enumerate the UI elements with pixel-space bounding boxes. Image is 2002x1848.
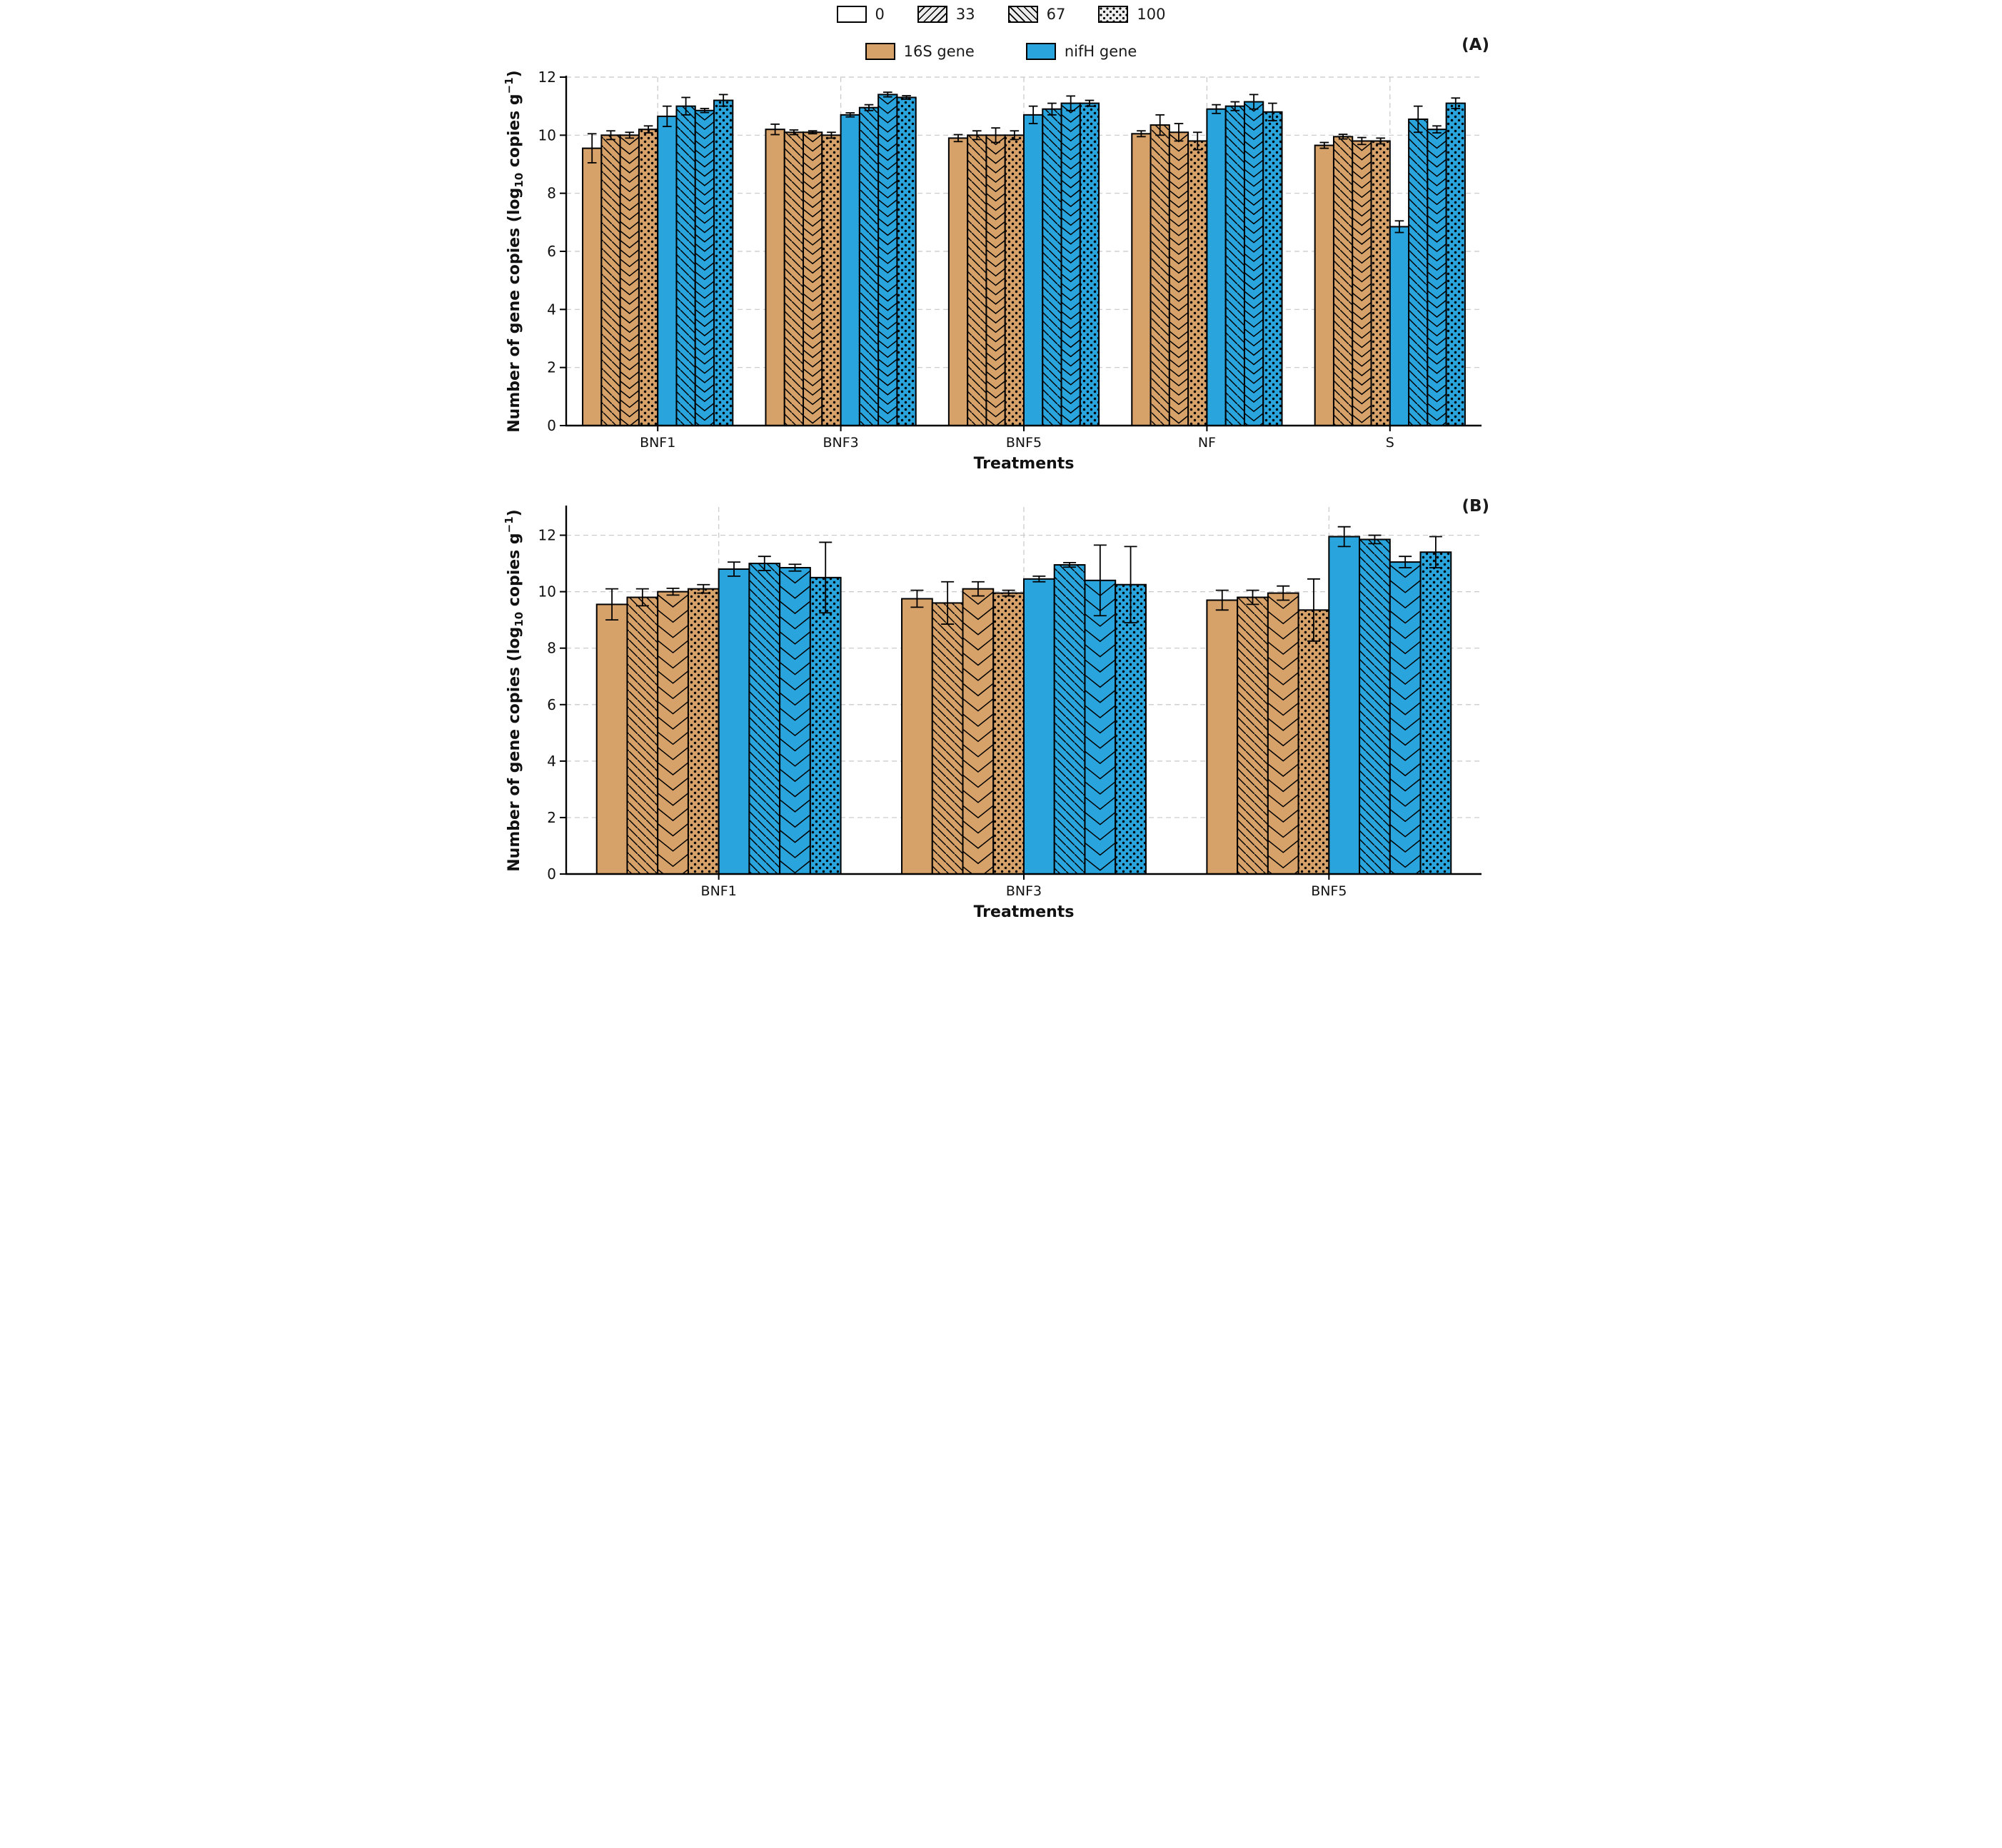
hatch-legend-item-0: 0: [836, 6, 885, 23]
bar: [1389, 226, 1409, 426]
y-tick-label: 6: [547, 696, 556, 713]
bar: [1132, 134, 1151, 426]
error-bars: [587, 91, 1461, 233]
x-tick-label: S: [1386, 435, 1394, 451]
series-legend-label: 16S gene: [903, 43, 975, 60]
y-tick-label: 12: [538, 69, 556, 86]
y-tick-label: 2: [547, 809, 556, 826]
y-tick-label: 0: [547, 865, 556, 883]
bar: [1207, 600, 1238, 874]
hatch-legend-item-67: 67: [1007, 6, 1066, 23]
bars: [582, 94, 1466, 427]
hatch-legend: 0 33 67 100: [500, 6, 1502, 23]
series-legend: 16S gene nifH gene: [500, 43, 1502, 60]
hatch-legend-item-33: 33: [917, 6, 975, 23]
y-tick-label: 10: [538, 126, 556, 144]
bar: [1024, 114, 1043, 426]
bar: [962, 588, 994, 874]
bar: [1267, 593, 1299, 874]
x-axis-title: Treatments: [974, 903, 1075, 921]
y-tick-label: 10: [538, 583, 556, 601]
bar: [948, 138, 968, 426]
series-legend-item-16s: 16S gene: [865, 43, 975, 60]
hatch-legend-label: 0: [875, 6, 885, 23]
hatch-legend-label: 67: [1046, 6, 1066, 23]
y-tick-label: 4: [547, 301, 556, 318]
bar: [1244, 101, 1264, 426]
x-axis-title: Treatments: [974, 455, 1075, 473]
y-axis-title: Number of gene copies (log10 copies g−1): [503, 70, 525, 433]
y-tick-label: 8: [547, 185, 556, 202]
bar: [1024, 578, 1055, 874]
axes: 0 2 4 6 8 10 12 BNF1 BNF3 BNF5 Treatments Number of…: [503, 506, 1482, 921]
bar: [1314, 145, 1334, 426]
figure: 0 33 67 100 16S gene nifH gene (A) (B) 0…: [500, 0, 1502, 924]
x-tick-label: BNF1: [701, 883, 737, 899]
hatch-swatch-67-icon: [1007, 6, 1038, 23]
bar: [1389, 562, 1421, 874]
y-tick-label: 6: [547, 243, 556, 260]
bar: [1329, 536, 1360, 874]
bar: [1085, 580, 1116, 874]
axes: 0 2 4 6 8 10 12 BNF1 BNF3 BNF5 NF S Treatments Number…: [503, 69, 1482, 473]
bars: [595, 536, 1452, 875]
bar: [765, 129, 785, 426]
x-tick-label: BNF5: [1311, 883, 1347, 899]
bar: [1169, 132, 1189, 426]
panel-b-letter: (B): [1462, 497, 1489, 516]
series-legend-label: nifH gene: [1064, 43, 1137, 60]
panel-b-chart: 0 2 4 6 8 10 12 BNF1 BNF3 BNF5 Treatments Number of…: [503, 506, 1482, 921]
bar: [1427, 129, 1447, 426]
y-tick-label: 12: [538, 527, 556, 544]
x-tick-label: BNF3: [1006, 883, 1042, 899]
bar: [803, 132, 823, 426]
bar: [1352, 141, 1372, 426]
panel-a-chart: 0 2 4 6 8 10 12 BNF1 BNF3 BNF5 NF S Treatments Number…: [503, 69, 1482, 473]
y-axis-title: Number of gene copies (log10 copies g−1): [503, 509, 525, 872]
bar: [1207, 109, 1226, 426]
hatch-legend-label: 100: [1137, 6, 1166, 23]
bar: [596, 604, 628, 874]
series-legend-item-nifh: nifH gene: [1025, 43, 1137, 60]
hatch-swatch-0-icon: [836, 6, 867, 23]
x-tick-label: BNF5: [1006, 435, 1042, 451]
x-tick-label: BNF3: [823, 435, 858, 451]
error-bars: [605, 526, 1442, 642]
hatch-swatch-33-icon: [917, 6, 947, 23]
hatch-legend-item-100: 100: [1098, 6, 1165, 23]
bar: [658, 591, 688, 874]
y-tick-label: 0: [547, 417, 556, 434]
bar: [658, 116, 677, 426]
bar: [1061, 103, 1080, 426]
bar: [840, 114, 860, 426]
bar: [902, 598, 932, 874]
bar: [583, 148, 602, 426]
y-tick-label: 8: [547, 640, 556, 657]
nifh-gene-swatch-icon: [1025, 43, 1056, 60]
hatch-legend-label: 33: [955, 6, 975, 23]
panel-a-letter: (A): [1462, 36, 1489, 54]
y-tick-label: 2: [547, 359, 556, 376]
hatch-swatch-100-icon: [1098, 6, 1129, 23]
bar: [718, 568, 750, 874]
x-tick-label: BNF1: [640, 435, 675, 451]
y-tick-label: 4: [547, 753, 556, 770]
16s-gene-swatch-icon: [865, 43, 895, 60]
x-tick-label: NF: [1198, 435, 1216, 451]
